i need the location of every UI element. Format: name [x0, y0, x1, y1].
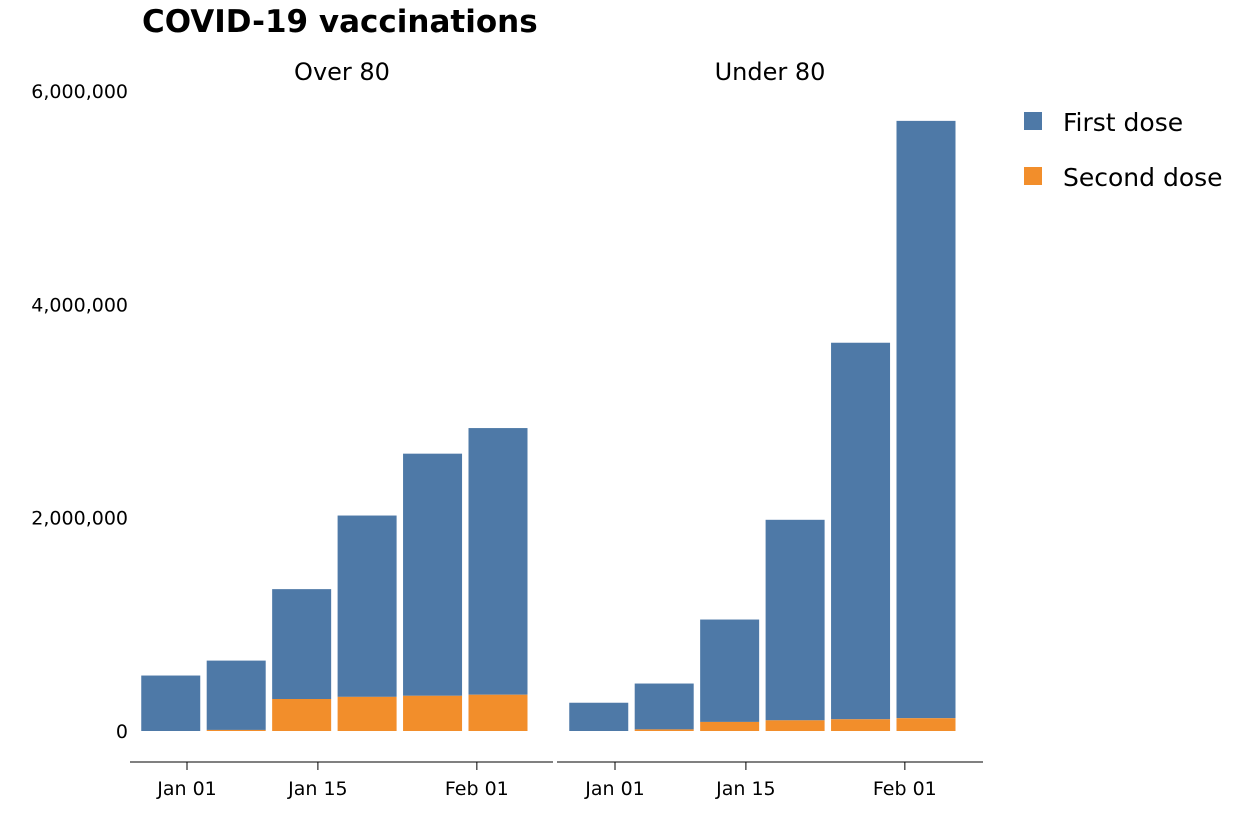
y-tick-label: 4,000,000	[31, 294, 128, 316]
bar-second-dose	[896, 718, 956, 731]
x-tick-label: Jan 15	[287, 778, 348, 800]
bar-first-dose	[206, 660, 266, 730]
legend-label: Second dose	[1063, 163, 1223, 192]
bar-first-dose	[634, 683, 694, 730]
chart-title: COVID-19 vaccinations	[142, 4, 538, 40]
bar-second-dose	[634, 729, 694, 731]
y-tick-label: 6,000,000	[31, 81, 128, 103]
bar-second-dose	[337, 696, 397, 731]
bar-second-dose	[403, 695, 463, 731]
y-tick-label: 0	[116, 721, 128, 743]
x-tick-label: Feb 01	[873, 778, 937, 800]
x-tick-label: Feb 01	[445, 778, 509, 800]
x-tick-label: Jan 01	[584, 778, 645, 800]
bar-first-dose	[337, 515, 397, 697]
bar-second-dose	[468, 694, 528, 731]
legend-swatch	[1024, 112, 1042, 130]
bar-first-dose	[700, 619, 760, 722]
bar-first-dose	[141, 675, 201, 731]
bar-first-dose	[831, 342, 891, 720]
bar-first-dose	[272, 589, 332, 699]
legend-label: First dose	[1063, 108, 1183, 137]
x-tick-label: Jan 15	[715, 778, 776, 800]
bar-first-dose	[765, 519, 825, 721]
bar-second-dose	[206, 729, 266, 731]
bar-second-dose	[831, 719, 891, 731]
bar-second-dose	[765, 720, 825, 731]
bar-first-dose	[403, 453, 463, 696]
bar-first-dose	[468, 428, 528, 695]
bar-second-dose	[272, 699, 332, 731]
facet-label: Over 80	[294, 58, 390, 86]
bar-second-dose	[700, 721, 760, 731]
bar-first-dose	[569, 702, 629, 731]
x-tick-label: Jan 01	[156, 778, 217, 800]
legend-swatch	[1024, 167, 1042, 185]
facet-label: Under 80	[715, 58, 826, 86]
bar-first-dose	[896, 120, 956, 719]
y-tick-label: 2,000,000	[31, 508, 128, 530]
